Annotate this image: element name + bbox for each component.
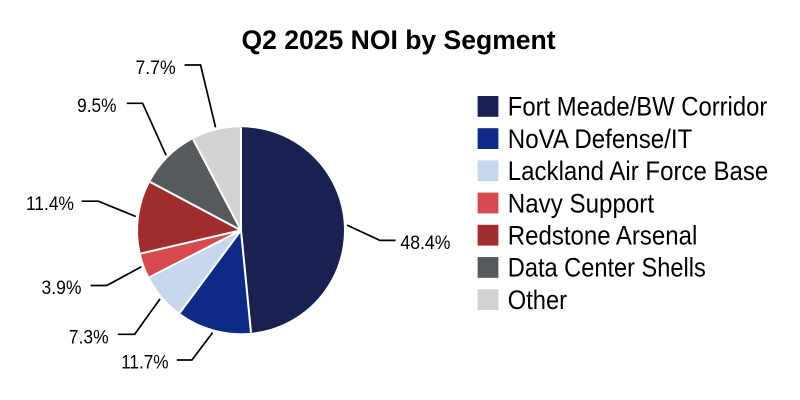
- svg-text:7.7%: 7.7%: [136, 58, 176, 79]
- svg-text:Redstone Arsenal: Redstone Arsenal: [508, 220, 698, 251]
- svg-text:9.5%: 9.5%: [77, 96, 116, 117]
- svg-text:Fort Meade/BW Corridor: Fort Meade/BW Corridor: [508, 91, 768, 122]
- svg-text:Other: Other: [508, 284, 567, 315]
- svg-text:11.7%: 11.7%: [121, 353, 169, 374]
- svg-text:11.4%: 11.4%: [26, 194, 74, 215]
- svg-text:Lackland Air Force Base: Lackland Air Force Base: [508, 155, 769, 186]
- svg-text:Q2 2025 NOI by Segment: Q2 2025 NOI by Segment: [242, 24, 556, 55]
- svg-text:Data Center Shells: Data Center Shells: [508, 252, 706, 283]
- svg-text:7.3%: 7.3%: [69, 328, 109, 349]
- svg-text:3.9%: 3.9%: [42, 278, 82, 299]
- svg-text:NoVA Defense/IT: NoVA Defense/IT: [508, 123, 693, 154]
- svg-text:Navy Support: Navy Support: [508, 187, 655, 218]
- svg-text:48.4%: 48.4%: [400, 233, 450, 254]
